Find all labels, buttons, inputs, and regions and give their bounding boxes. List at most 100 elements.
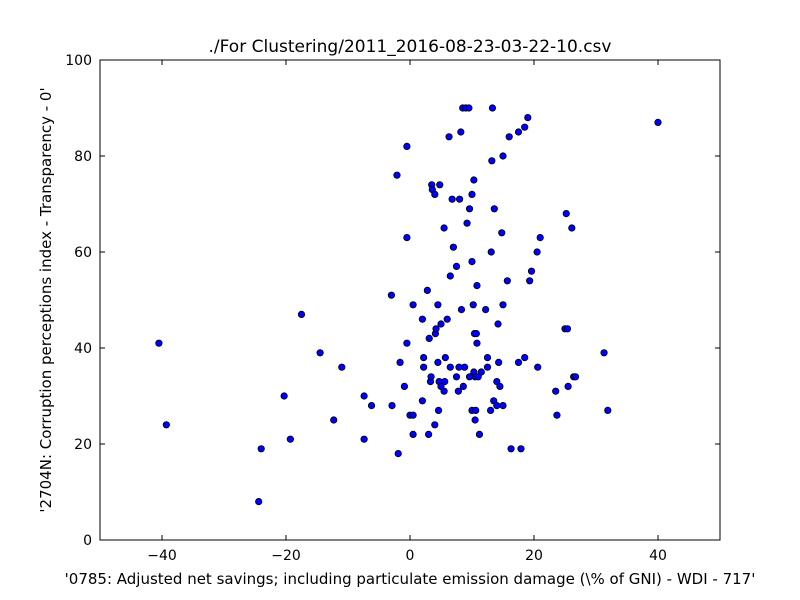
data-point — [441, 353, 449, 362]
data-point — [483, 353, 492, 362]
data-point — [536, 234, 544, 242]
data-point — [486, 406, 495, 414]
data-point — [465, 205, 474, 213]
data-point — [457, 128, 465, 136]
y-tick-label: 0 — [83, 533, 92, 549]
data-point — [360, 435, 368, 443]
data-point — [524, 114, 532, 122]
data-point — [477, 368, 485, 376]
data-point — [571, 373, 580, 381]
data-point — [436, 181, 444, 189]
data-point — [521, 123, 529, 131]
data-point — [604, 406, 612, 414]
data-point — [367, 401, 376, 410]
data-point — [457, 305, 466, 314]
data-point — [297, 310, 306, 318]
data-point — [448, 195, 456, 203]
data-point — [507, 445, 515, 453]
data-point — [420, 353, 428, 362]
data-points — [155, 104, 662, 506]
data-point — [600, 349, 608, 357]
data-point — [452, 373, 461, 381]
data-point — [445, 133, 453, 141]
data-point — [388, 401, 396, 410]
y-tick-label: 100 — [65, 53, 92, 69]
data-point — [499, 152, 507, 160]
data-point — [440, 387, 448, 395]
data-point — [432, 325, 440, 333]
data-point — [465, 104, 473, 112]
y-tick-label: 80 — [74, 149, 92, 165]
data-point — [505, 133, 513, 141]
data-point — [527, 267, 536, 275]
data-point — [431, 421, 439, 429]
data-point — [553, 411, 561, 419]
y-tick-label: 40 — [74, 341, 92, 357]
data-point — [503, 277, 511, 285]
data-point — [488, 104, 497, 112]
data-point — [409, 411, 417, 419]
x-tick-label: 0 — [406, 548, 415, 564]
data-point — [499, 401, 507, 410]
data-point — [409, 430, 417, 438]
data-point — [526, 277, 534, 285]
data-point — [418, 315, 426, 323]
data-point — [533, 248, 541, 256]
data-point — [496, 382, 504, 390]
data-point — [460, 363, 469, 371]
x-tick-label: 20 — [525, 548, 543, 564]
data-point — [403, 339, 411, 347]
x-axis-ticks: −40 −20 0 20 40 — [147, 60, 667, 564]
data-point — [521, 353, 529, 362]
data-point — [490, 205, 498, 213]
data-point — [431, 190, 439, 198]
data-point — [552, 387, 560, 395]
data-point — [387, 291, 395, 299]
data-point — [316, 349, 324, 357]
data-point — [396, 358, 404, 366]
data-point — [494, 320, 502, 328]
data-point — [563, 325, 572, 333]
data-point — [473, 339, 481, 347]
data-point — [437, 320, 445, 328]
data-point — [498, 229, 506, 237]
data-point — [423, 286, 431, 294]
data-point — [475, 430, 484, 438]
data-point — [487, 248, 495, 256]
data-point — [393, 171, 401, 179]
data-point — [434, 358, 442, 366]
x-tick-label: 40 — [649, 548, 667, 564]
data-point — [403, 234, 411, 242]
data-point — [568, 224, 576, 232]
y-axis-ticks: 0 20 40 60 80 100 — [65, 53, 720, 549]
data-point — [280, 392, 288, 400]
data-point — [434, 406, 443, 414]
data-point — [425, 334, 433, 342]
plot-background — [100, 60, 720, 540]
data-point — [564, 382, 572, 390]
data-point — [468, 257, 476, 266]
chart-title: ./For Clustering/2011_2016-08-23-03-22-1… — [209, 37, 612, 57]
data-point — [468, 190, 476, 198]
data-point — [286, 435, 294, 443]
data-point — [459, 382, 467, 390]
x-tick-label: −40 — [147, 548, 177, 564]
data-point — [514, 128, 523, 136]
y-tick-label: 60 — [74, 245, 92, 261]
data-point — [446, 272, 454, 280]
data-point — [654, 118, 662, 127]
data-point — [441, 377, 449, 386]
data-point — [470, 176, 478, 184]
data-point — [534, 363, 542, 371]
data-point — [454, 387, 462, 395]
data-point — [403, 142, 411, 150]
data-point — [424, 430, 433, 438]
data-point — [469, 301, 477, 309]
data-point — [400, 382, 409, 390]
data-point — [420, 363, 428, 371]
data-point — [472, 406, 480, 414]
data-point — [257, 445, 265, 453]
x-axis-label: '0785: Adjusted net savings; including p… — [65, 570, 756, 588]
y-axis-label: '2704N: Corruption perceptions index - T… — [37, 87, 55, 512]
